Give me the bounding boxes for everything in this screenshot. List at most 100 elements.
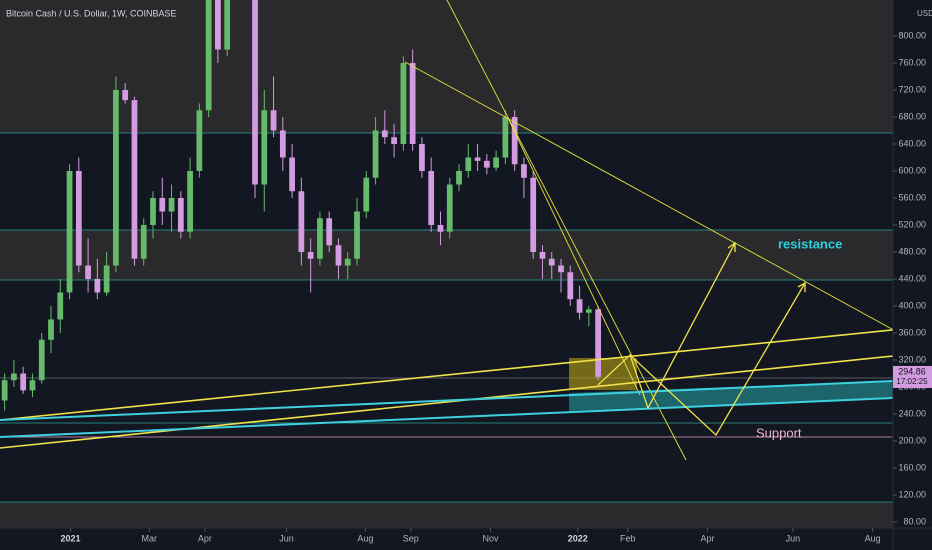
candle-body xyxy=(177,197,184,232)
trendlines xyxy=(0,0,893,461)
candle-body xyxy=(224,0,231,50)
candle-body xyxy=(446,184,453,232)
candle-body xyxy=(122,89,129,101)
candle-body xyxy=(391,137,397,144)
candle-body xyxy=(493,157,499,168)
candle-body xyxy=(150,197,156,225)
candle-body xyxy=(113,89,119,266)
x-tick-label: Jun xyxy=(279,533,294,543)
candle-body xyxy=(66,170,73,293)
candle-body xyxy=(344,258,351,266)
candle-body xyxy=(38,339,45,381)
y-tick-label: 160.00 xyxy=(898,462,926,472)
candle-body xyxy=(483,160,490,168)
candle-body xyxy=(29,380,36,391)
countdown: 17:02:25 xyxy=(896,377,928,386)
trendline xyxy=(404,61,893,331)
y-tick-label: 80.00 xyxy=(903,516,926,526)
y-tick-label: 120.00 xyxy=(898,489,926,499)
candle-body xyxy=(307,251,314,259)
x-tick-label: Aug xyxy=(357,533,373,543)
y-tick-label: 520.00 xyxy=(898,219,926,229)
candle-body xyxy=(159,197,166,212)
candle-body xyxy=(558,265,564,273)
y-tick-label: 480.00 xyxy=(898,246,926,256)
x-tick-label: Jun xyxy=(786,533,801,543)
trendline xyxy=(0,329,893,421)
chart-title: Bitcoin Cash / U.S. Dollar, 1W, COINBASE xyxy=(6,8,177,18)
candle-body xyxy=(20,373,27,391)
candles xyxy=(1,0,601,411)
zone xyxy=(0,502,893,528)
candle-body xyxy=(75,170,82,266)
candle-body xyxy=(335,245,342,266)
candle-body xyxy=(437,224,444,232)
candle-body xyxy=(428,170,435,225)
y-tick-label: 640.00 xyxy=(898,138,926,148)
x-tick-label: Feb xyxy=(620,533,636,543)
x-tick-label: Apr xyxy=(198,533,212,543)
trendline xyxy=(0,397,893,438)
candle-body xyxy=(261,110,268,185)
candle-body xyxy=(576,299,583,313)
candle-body xyxy=(11,373,17,381)
candle-body xyxy=(521,164,527,178)
candle-body xyxy=(270,110,277,131)
x-tick-label: Aug xyxy=(865,533,881,543)
candle-body xyxy=(252,0,258,185)
y-tick-label: 680.00 xyxy=(898,111,926,121)
candle-body xyxy=(595,309,601,377)
candle-body xyxy=(94,278,101,293)
candle-body xyxy=(1,380,8,401)
candle-body xyxy=(400,62,407,144)
y-tick-label: 600.00 xyxy=(898,165,926,175)
candle-body xyxy=(419,143,425,171)
candle-body xyxy=(131,100,138,259)
candle-body xyxy=(196,110,203,171)
candle-body xyxy=(289,157,295,192)
candle-body xyxy=(381,130,388,138)
x-tick-label: Nov xyxy=(483,533,500,543)
candle-body xyxy=(530,177,537,252)
y-tick-label: 200.00 xyxy=(898,435,926,445)
projection xyxy=(629,282,806,437)
drawings xyxy=(0,0,893,528)
y-tick-label: 320.00 xyxy=(898,354,926,364)
candle-body xyxy=(279,130,286,158)
candle-body xyxy=(326,218,333,246)
y-tick-label: 440.00 xyxy=(898,273,926,283)
x-tick-label: 2022 xyxy=(568,533,588,543)
candle-body xyxy=(456,170,462,185)
y-tick-label: 760.00 xyxy=(898,57,926,67)
zone xyxy=(0,0,893,133)
candle-body xyxy=(168,197,175,212)
candle-body xyxy=(140,224,147,259)
candle-body xyxy=(585,309,592,313)
x-tick-label: Apr xyxy=(701,533,715,543)
candle-body xyxy=(103,265,110,293)
candle-body xyxy=(539,251,546,259)
candle-body xyxy=(372,130,379,178)
arrow-head xyxy=(797,281,806,292)
currency: USD xyxy=(917,9,932,18)
candle-body xyxy=(548,258,555,266)
price-tag xyxy=(893,365,932,388)
arrow-head xyxy=(727,241,736,252)
projection xyxy=(597,242,736,410)
candle-body xyxy=(354,211,360,259)
candle-body xyxy=(48,319,54,340)
trendline xyxy=(507,117,641,396)
candle-body xyxy=(85,265,91,279)
candle-body xyxy=(465,157,472,171)
y-tick-label: 360.00 xyxy=(898,327,926,337)
y-tick-label: 800.00 xyxy=(898,30,926,40)
candle-body xyxy=(215,0,221,50)
candle-body xyxy=(187,170,193,232)
trendline xyxy=(446,0,687,461)
x-tick-label: 2021 xyxy=(60,533,80,543)
x-tick-label: Sep xyxy=(403,533,419,543)
candle-body xyxy=(511,116,518,165)
y-tick-label: 240.00 xyxy=(898,408,926,418)
box xyxy=(569,358,637,390)
